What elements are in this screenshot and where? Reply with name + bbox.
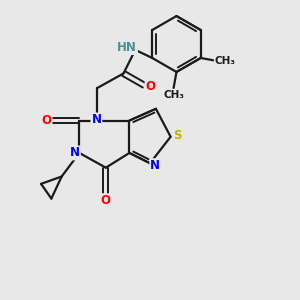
Text: S: S	[173, 129, 181, 142]
Text: CH₃: CH₃	[215, 56, 236, 66]
Text: O: O	[146, 80, 156, 93]
Text: O: O	[101, 194, 111, 207]
Text: N: N	[92, 113, 101, 127]
Text: CH₃: CH₃	[163, 90, 184, 100]
Text: O: O	[41, 114, 51, 127]
Text: N: N	[150, 159, 160, 172]
Text: HN: HN	[117, 41, 137, 54]
Text: N: N	[70, 146, 80, 159]
